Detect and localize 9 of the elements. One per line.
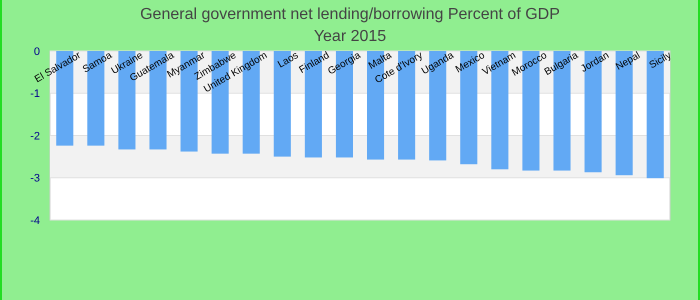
y-tick-label: -1 [30, 88, 40, 100]
chart-subtitle: Year 2015 [314, 28, 386, 45]
y-tick-label: 0 [34, 46, 40, 58]
chart-title: General government net lending/borrowing Percent of GDP [140, 6, 560, 23]
y-tick-label: -2 [30, 130, 40, 142]
x-tick-label: Laos [276, 50, 300, 70]
y-tick-label: -4 [30, 214, 40, 227]
x-tick-label: Sicily [648, 50, 674, 72]
y-tick-label: -3 [30, 172, 40, 185]
